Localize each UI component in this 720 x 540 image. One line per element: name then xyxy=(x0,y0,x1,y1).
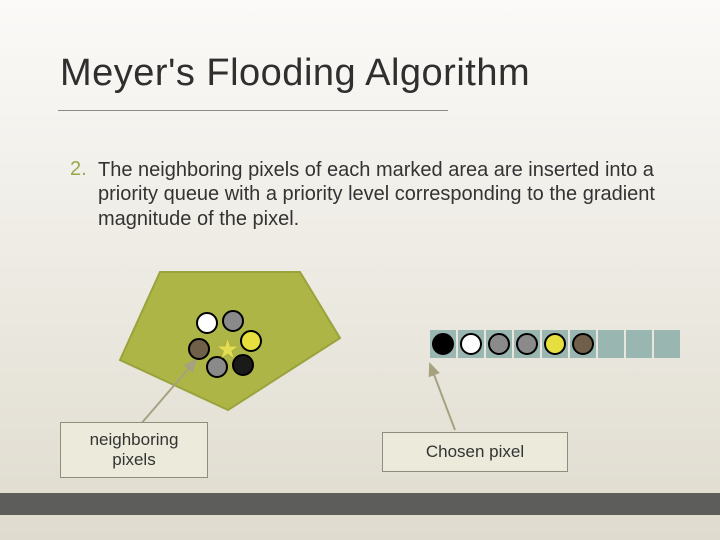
neighbor-circle xyxy=(240,330,262,352)
queue-circle xyxy=(488,333,510,355)
neighbor-circle xyxy=(196,312,218,334)
neighbor-circle xyxy=(222,310,244,332)
neighbor-circle xyxy=(188,338,210,360)
queue-slot xyxy=(598,330,624,358)
queue-circle xyxy=(460,333,482,355)
queue-circle xyxy=(432,333,454,355)
queue-circle xyxy=(544,333,566,355)
queue-slot xyxy=(486,330,512,358)
label-neighboring-text: neighboringpixels xyxy=(90,430,179,469)
queue-circle xyxy=(572,333,594,355)
arrow-chosen xyxy=(430,364,455,430)
label-chosen-pixel: Chosen pixel xyxy=(382,432,568,472)
queue-slot xyxy=(458,330,484,358)
footer-bar xyxy=(0,493,720,515)
queue-slot xyxy=(430,330,456,358)
priority-queue xyxy=(430,330,682,358)
queue-slot xyxy=(626,330,652,358)
queue-slot xyxy=(570,330,596,358)
label-chosen-text: Chosen pixel xyxy=(426,442,524,462)
label-neighboring-pixels: neighboringpixels xyxy=(60,422,208,478)
queue-slot xyxy=(542,330,568,358)
queue-slot xyxy=(654,330,680,358)
star-icon: ★ xyxy=(216,336,239,362)
queue-slot xyxy=(514,330,540,358)
queue-circle xyxy=(516,333,538,355)
